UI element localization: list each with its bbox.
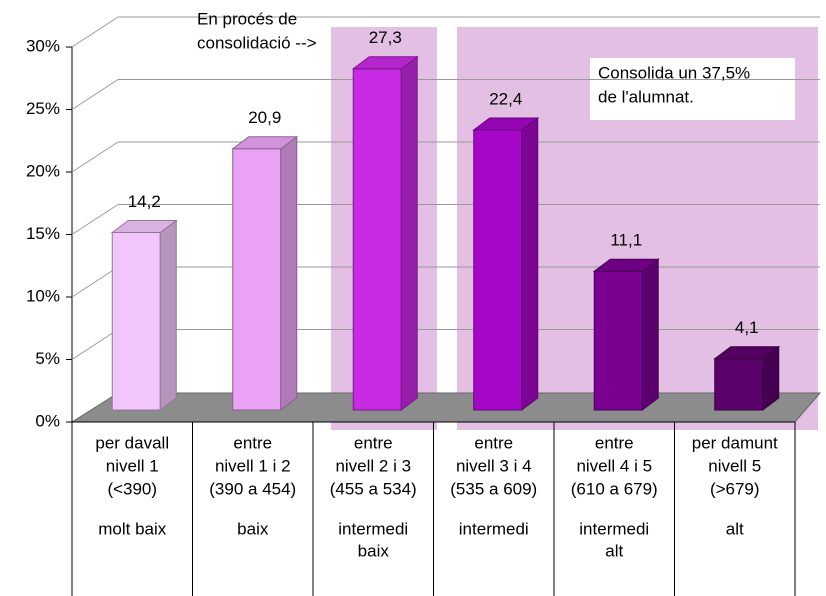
category-label: nivell 1 i 2 xyxy=(215,456,291,475)
category-label: (535 a 609) xyxy=(450,479,537,498)
annotation-box xyxy=(590,58,795,120)
data-label: 4,1 xyxy=(735,318,759,337)
bar-top xyxy=(713,346,781,360)
annotation: de l'alumnat. xyxy=(598,87,694,106)
bar-top xyxy=(592,258,660,272)
y-tick-label: 30% xyxy=(26,36,60,55)
y-tick-label: 5% xyxy=(35,349,60,368)
y-tick-label: 0% xyxy=(35,411,60,430)
bar xyxy=(352,68,402,411)
category-label: (610 a 679) xyxy=(571,479,658,498)
level-label: intermedi xyxy=(459,519,529,538)
bar-top xyxy=(472,117,540,131)
category-label: entre xyxy=(233,433,272,452)
bar xyxy=(473,129,523,411)
annotation: consolidació --> xyxy=(197,33,317,52)
category-label: per davall xyxy=(95,433,169,452)
y-tick-label: 25% xyxy=(26,99,60,118)
level-label: intermedi xyxy=(579,519,649,538)
category-label: entre xyxy=(354,433,393,452)
category-label: entre xyxy=(474,433,513,452)
bar-top xyxy=(351,56,419,70)
bar xyxy=(111,232,161,411)
bar xyxy=(232,148,282,411)
category-label: per damunt xyxy=(692,433,778,452)
grid-line xyxy=(71,141,119,173)
bar xyxy=(593,270,643,411)
floor xyxy=(70,392,822,423)
bar-side xyxy=(521,117,539,411)
grid-line xyxy=(71,329,119,360)
category-label: nivell 3 i 4 xyxy=(456,456,532,475)
bar-side xyxy=(159,219,177,411)
level-label: baix xyxy=(358,541,390,560)
data-label: 22,4 xyxy=(489,89,522,108)
category-label: nivell 4 i 5 xyxy=(576,456,652,475)
bar-top xyxy=(110,220,178,233)
category-label: nivell 2 i 3 xyxy=(335,456,411,475)
category-label: (<390) xyxy=(107,479,157,498)
level-label: intermedi xyxy=(338,519,408,538)
data-label: 20,9 xyxy=(248,108,281,127)
annotation: Consolida un 37,5% xyxy=(598,63,750,82)
data-label: 14,2 xyxy=(128,192,161,211)
bar-top xyxy=(231,136,299,150)
bar xyxy=(714,358,764,411)
level-label: molt baix xyxy=(98,519,167,538)
bar-side xyxy=(641,258,659,411)
level-label: baix xyxy=(237,519,269,538)
category-label: (390 a 454) xyxy=(209,479,296,498)
category-label: nivell 5 xyxy=(708,456,761,475)
level-label: alt xyxy=(726,519,744,538)
category-label: nivell 1 xyxy=(106,456,159,475)
grid-line xyxy=(71,266,119,298)
level-label: alt xyxy=(605,541,623,560)
bar-side xyxy=(280,135,298,411)
y-tick-label: 10% xyxy=(26,286,60,305)
category-label: entre xyxy=(595,433,634,452)
data-label: 27,3 xyxy=(369,28,402,47)
bar-side xyxy=(400,55,418,411)
category-label: (>679) xyxy=(710,479,760,498)
data-label: 11,1 xyxy=(610,231,642,250)
grid-line xyxy=(71,16,119,48)
grid-line xyxy=(71,204,119,235)
grid-line xyxy=(71,79,119,110)
category-label: (455 a 534) xyxy=(330,479,417,498)
y-tick-label: 20% xyxy=(26,161,60,180)
annotation: En procés de xyxy=(197,9,297,28)
y-tick-label: 15% xyxy=(26,224,60,243)
